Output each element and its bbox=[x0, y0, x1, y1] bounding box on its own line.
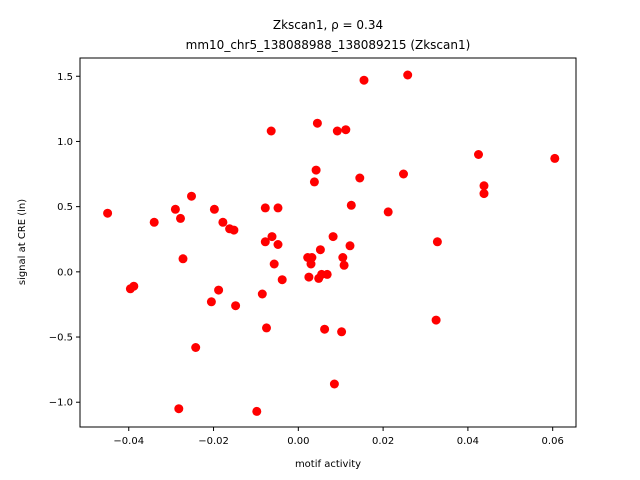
data-point bbox=[474, 150, 483, 159]
data-point bbox=[174, 404, 184, 414]
data-point bbox=[214, 285, 224, 295]
data-point bbox=[269, 259, 279, 269]
data-point bbox=[338, 253, 348, 262]
data-point bbox=[218, 217, 228, 227]
data-point bbox=[431, 315, 441, 325]
data-point bbox=[149, 217, 159, 227]
data-point bbox=[328, 232, 338, 242]
x-tick-label: 0.02 bbox=[372, 436, 394, 447]
y-tick-label: 1.5 bbox=[57, 72, 73, 83]
y-tick-label: −0.5 bbox=[49, 333, 73, 344]
data-point bbox=[315, 245, 325, 255]
data-point bbox=[322, 269, 332, 279]
y-axis: −1.0 −0.5 0.0 0.5 1.0 1.5 bbox=[49, 72, 80, 409]
data-point bbox=[257, 289, 267, 299]
x-tick-label: 0.04 bbox=[457, 436, 479, 447]
data-point bbox=[359, 75, 369, 85]
x-axis-label: motif activity bbox=[295, 459, 361, 470]
data-point bbox=[178, 254, 188, 264]
data-point bbox=[337, 327, 347, 337]
data-point bbox=[320, 324, 330, 334]
y-tick-label: 0.0 bbox=[57, 267, 73, 278]
data-point bbox=[273, 240, 283, 249]
x-tick-label: −0.04 bbox=[113, 436, 144, 447]
data-point bbox=[304, 272, 314, 282]
data-point bbox=[267, 232, 277, 242]
data-point bbox=[312, 118, 322, 128]
data-point bbox=[345, 241, 355, 251]
data-point bbox=[176, 213, 185, 223]
data-point bbox=[209, 204, 219, 214]
data-point bbox=[346, 200, 356, 210]
x-tick-label: 0.06 bbox=[542, 436, 564, 447]
data-point bbox=[260, 203, 270, 213]
data-point bbox=[307, 253, 317, 262]
data-point bbox=[170, 204, 180, 214]
y-axis-label: signal at CRE (ln) bbox=[17, 199, 28, 285]
y-tick-label: −1.0 bbox=[49, 398, 73, 409]
data-point bbox=[432, 237, 442, 247]
data-point bbox=[329, 379, 339, 389]
data-point bbox=[262, 323, 271, 333]
y-tick-label: 0.5 bbox=[57, 202, 73, 213]
x-tick-label: 0.00 bbox=[287, 436, 309, 447]
data-point bbox=[355, 173, 365, 183]
data-point bbox=[550, 153, 560, 163]
chart-subtitle: mm10_chr5_138088988_138089215 (Zkscan1) bbox=[186, 38, 471, 52]
data-point bbox=[129, 281, 139, 291]
data-point bbox=[277, 275, 287, 285]
plot-frame bbox=[79, 57, 577, 428]
points-layer bbox=[103, 70, 560, 416]
x-axis: −0.04 −0.02 0.00 0.02 0.04 0.06 bbox=[113, 427, 564, 447]
data-point bbox=[231, 301, 241, 311]
data-point bbox=[273, 203, 283, 213]
data-point bbox=[399, 169, 408, 179]
data-point bbox=[309, 177, 319, 187]
data-point bbox=[266, 126, 276, 136]
x-tick-label: −0.02 bbox=[198, 436, 229, 447]
data-point bbox=[339, 260, 349, 270]
data-point bbox=[187, 191, 196, 201]
data-point bbox=[479, 189, 489, 199]
y-tick-label: 1.0 bbox=[57, 137, 73, 148]
data-point bbox=[383, 207, 393, 217]
data-point bbox=[311, 165, 321, 175]
data-point bbox=[229, 225, 239, 235]
data-point bbox=[191, 343, 201, 352]
data-point bbox=[252, 406, 262, 416]
data-point bbox=[260, 237, 270, 247]
chart-title: Zkscan1, ρ = 0.34 bbox=[273, 18, 383, 32]
data-point bbox=[103, 208, 113, 218]
data-point bbox=[341, 125, 351, 135]
data-point bbox=[332, 126, 342, 136]
data-point bbox=[206, 297, 216, 307]
data-point bbox=[403, 70, 413, 80]
data-point bbox=[479, 181, 489, 191]
